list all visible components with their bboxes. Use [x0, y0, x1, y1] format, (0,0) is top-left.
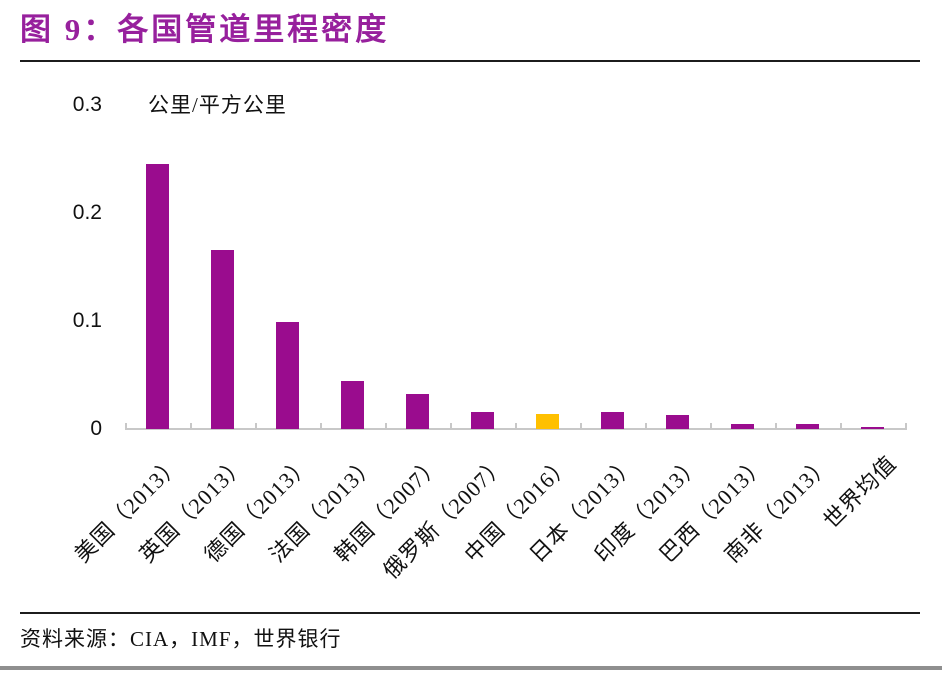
x-axis-tick: [905, 423, 907, 430]
title-divider: [20, 60, 920, 62]
x-axis-tick: [710, 423, 712, 430]
bar-4: [341, 381, 364, 429]
x-axis-tick: [645, 423, 647, 430]
figure-title: 图 9：各国管道里程密度: [20, 12, 390, 47]
bar-2: [211, 250, 234, 429]
x-axis-tick: [320, 423, 322, 430]
bar-11: [796, 424, 819, 429]
bar-5: [406, 394, 429, 429]
y-tick-label: 0: [90, 417, 102, 440]
y-axis-unit-label: 公里/平方公里: [148, 93, 287, 117]
source-note: 资料来源：CIA，IMF，世界银行: [20, 627, 342, 651]
bar-10: [731, 424, 754, 429]
x-axis-tick: [190, 423, 192, 430]
bar-7: [536, 414, 559, 429]
x-axis-tick: [580, 423, 582, 430]
bar-9: [666, 415, 689, 429]
bar-1: [146, 164, 169, 429]
y-tick-label: 0.3: [72, 93, 102, 116]
y-tick-label: 0.2: [72, 201, 102, 224]
bar-12: [861, 427, 884, 429]
y-tick-label: 0.1: [72, 309, 102, 332]
bar-3: [276, 322, 299, 429]
source-divider: [20, 612, 920, 614]
x-axis-tick: [385, 423, 387, 430]
x-axis-tick: [450, 423, 452, 430]
bar-6: [471, 412, 494, 429]
x-axis-tick: [125, 423, 127, 430]
page-bottom-border: [0, 666, 942, 670]
x-axis-tick: [515, 423, 517, 430]
x-axis-tick: [775, 423, 777, 430]
x-axis-tick: [255, 423, 257, 430]
bar-8: [601, 412, 624, 429]
x-axis-tick: [840, 423, 842, 430]
